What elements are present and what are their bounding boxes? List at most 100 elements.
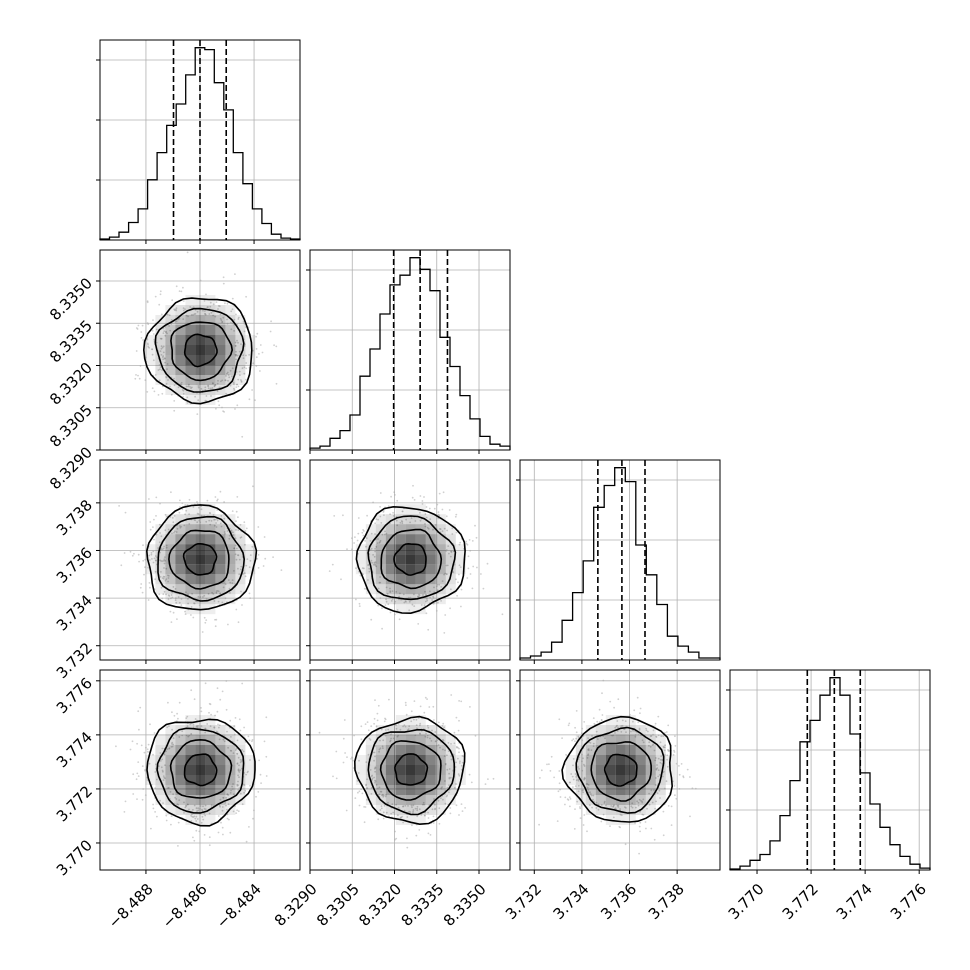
sample-point [454, 515, 457, 518]
sample-point [175, 285, 178, 288]
sample-point [229, 592, 231, 594]
sample-point [160, 345, 163, 348]
panel-frame [309, 249, 511, 451]
density-cell [655, 795, 666, 805]
sample-point [192, 809, 194, 811]
sample-point [369, 540, 372, 542]
sample-point [257, 567, 260, 569]
sample-point [586, 786, 589, 789]
sample-point [245, 378, 247, 381]
sample-point [154, 374, 157, 376]
sample-point [161, 560, 164, 562]
sample-point [163, 562, 166, 565]
sample-point [422, 801, 425, 804]
density-cell [575, 735, 586, 745]
sample-point [202, 805, 204, 808]
sample-point [576, 800, 579, 803]
sample-point [173, 384, 176, 387]
sample-point [214, 384, 217, 386]
density-cell [165, 325, 176, 335]
sample-point [577, 784, 580, 787]
sample-point [152, 807, 155, 810]
sample-point [360, 725, 363, 728]
density-cell [405, 715, 416, 725]
sample-point [434, 740, 437, 743]
sample-point [243, 372, 246, 375]
sample-point [170, 323, 173, 325]
sample-point [200, 725, 203, 727]
density-cell [225, 365, 236, 375]
sample-point [137, 710, 140, 713]
sample-point [196, 810, 198, 812]
sample-point [446, 768, 449, 771]
x-tick-label: 8.3305 [313, 880, 363, 930]
sample-point [137, 374, 139, 377]
sample-point [176, 618, 178, 620]
sample-point [171, 741, 174, 744]
sample-point [216, 687, 219, 690]
sample-point [169, 610, 172, 613]
density-cell [155, 534, 166, 545]
sample-point [389, 590, 392, 593]
density-cell [175, 335, 186, 345]
density-cell [395, 795, 406, 805]
sample-point [275, 382, 278, 385]
sample-point [372, 563, 375, 566]
sample-point [217, 815, 220, 817]
sample-point [442, 739, 445, 742]
sample-point [221, 826, 224, 829]
sample-point [333, 515, 336, 517]
sample-point [548, 763, 550, 766]
sample-point [574, 740, 576, 742]
sample-point [435, 585, 438, 588]
sample-point [427, 628, 430, 631]
sample-point [572, 738, 575, 740]
sample-point [557, 790, 560, 793]
sample-point [195, 807, 198, 810]
density-cell [375, 745, 386, 755]
sample-point [407, 596, 410, 599]
density-cell [205, 765, 216, 775]
sample-point [362, 573, 364, 576]
x-tick-label: 3.772 [779, 880, 822, 923]
sample-point [160, 547, 163, 550]
sample-point [395, 837, 398, 840]
sample-point [392, 811, 395, 814]
density-cell [415, 805, 426, 815]
sample-point [166, 748, 169, 751]
sample-point [228, 587, 231, 590]
density-cell [385, 564, 396, 575]
sample-point [232, 810, 235, 813]
sample-point [583, 721, 586, 723]
density-cell [395, 785, 406, 795]
sample-point [379, 539, 382, 542]
density-cell [405, 524, 416, 535]
sample-point [196, 310, 199, 313]
sample-point [389, 739, 392, 742]
sample-point [391, 590, 394, 592]
sample-point [169, 329, 172, 332]
sample-point [574, 785, 577, 787]
density-cell [215, 315, 226, 325]
sample-point [589, 742, 592, 744]
sample-point [170, 491, 172, 494]
sample-point [251, 740, 253, 743]
sample-point [212, 314, 215, 317]
sample-point [361, 531, 364, 534]
sample-point [638, 798, 641, 801]
density-cell [235, 765, 246, 775]
density-cell [605, 715, 616, 725]
density-cell [245, 765, 256, 775]
sample-point [426, 698, 428, 700]
density-cell [215, 534, 226, 545]
sample-point [208, 512, 211, 514]
sample-point [231, 510, 234, 512]
sample-point [413, 593, 415, 596]
density-cell [385, 755, 396, 765]
density-cell [225, 584, 236, 595]
sample-point [162, 547, 165, 550]
sample-point [415, 834, 418, 837]
sample-point [376, 712, 379, 715]
sample-point [657, 734, 660, 737]
density-cell [395, 715, 406, 725]
